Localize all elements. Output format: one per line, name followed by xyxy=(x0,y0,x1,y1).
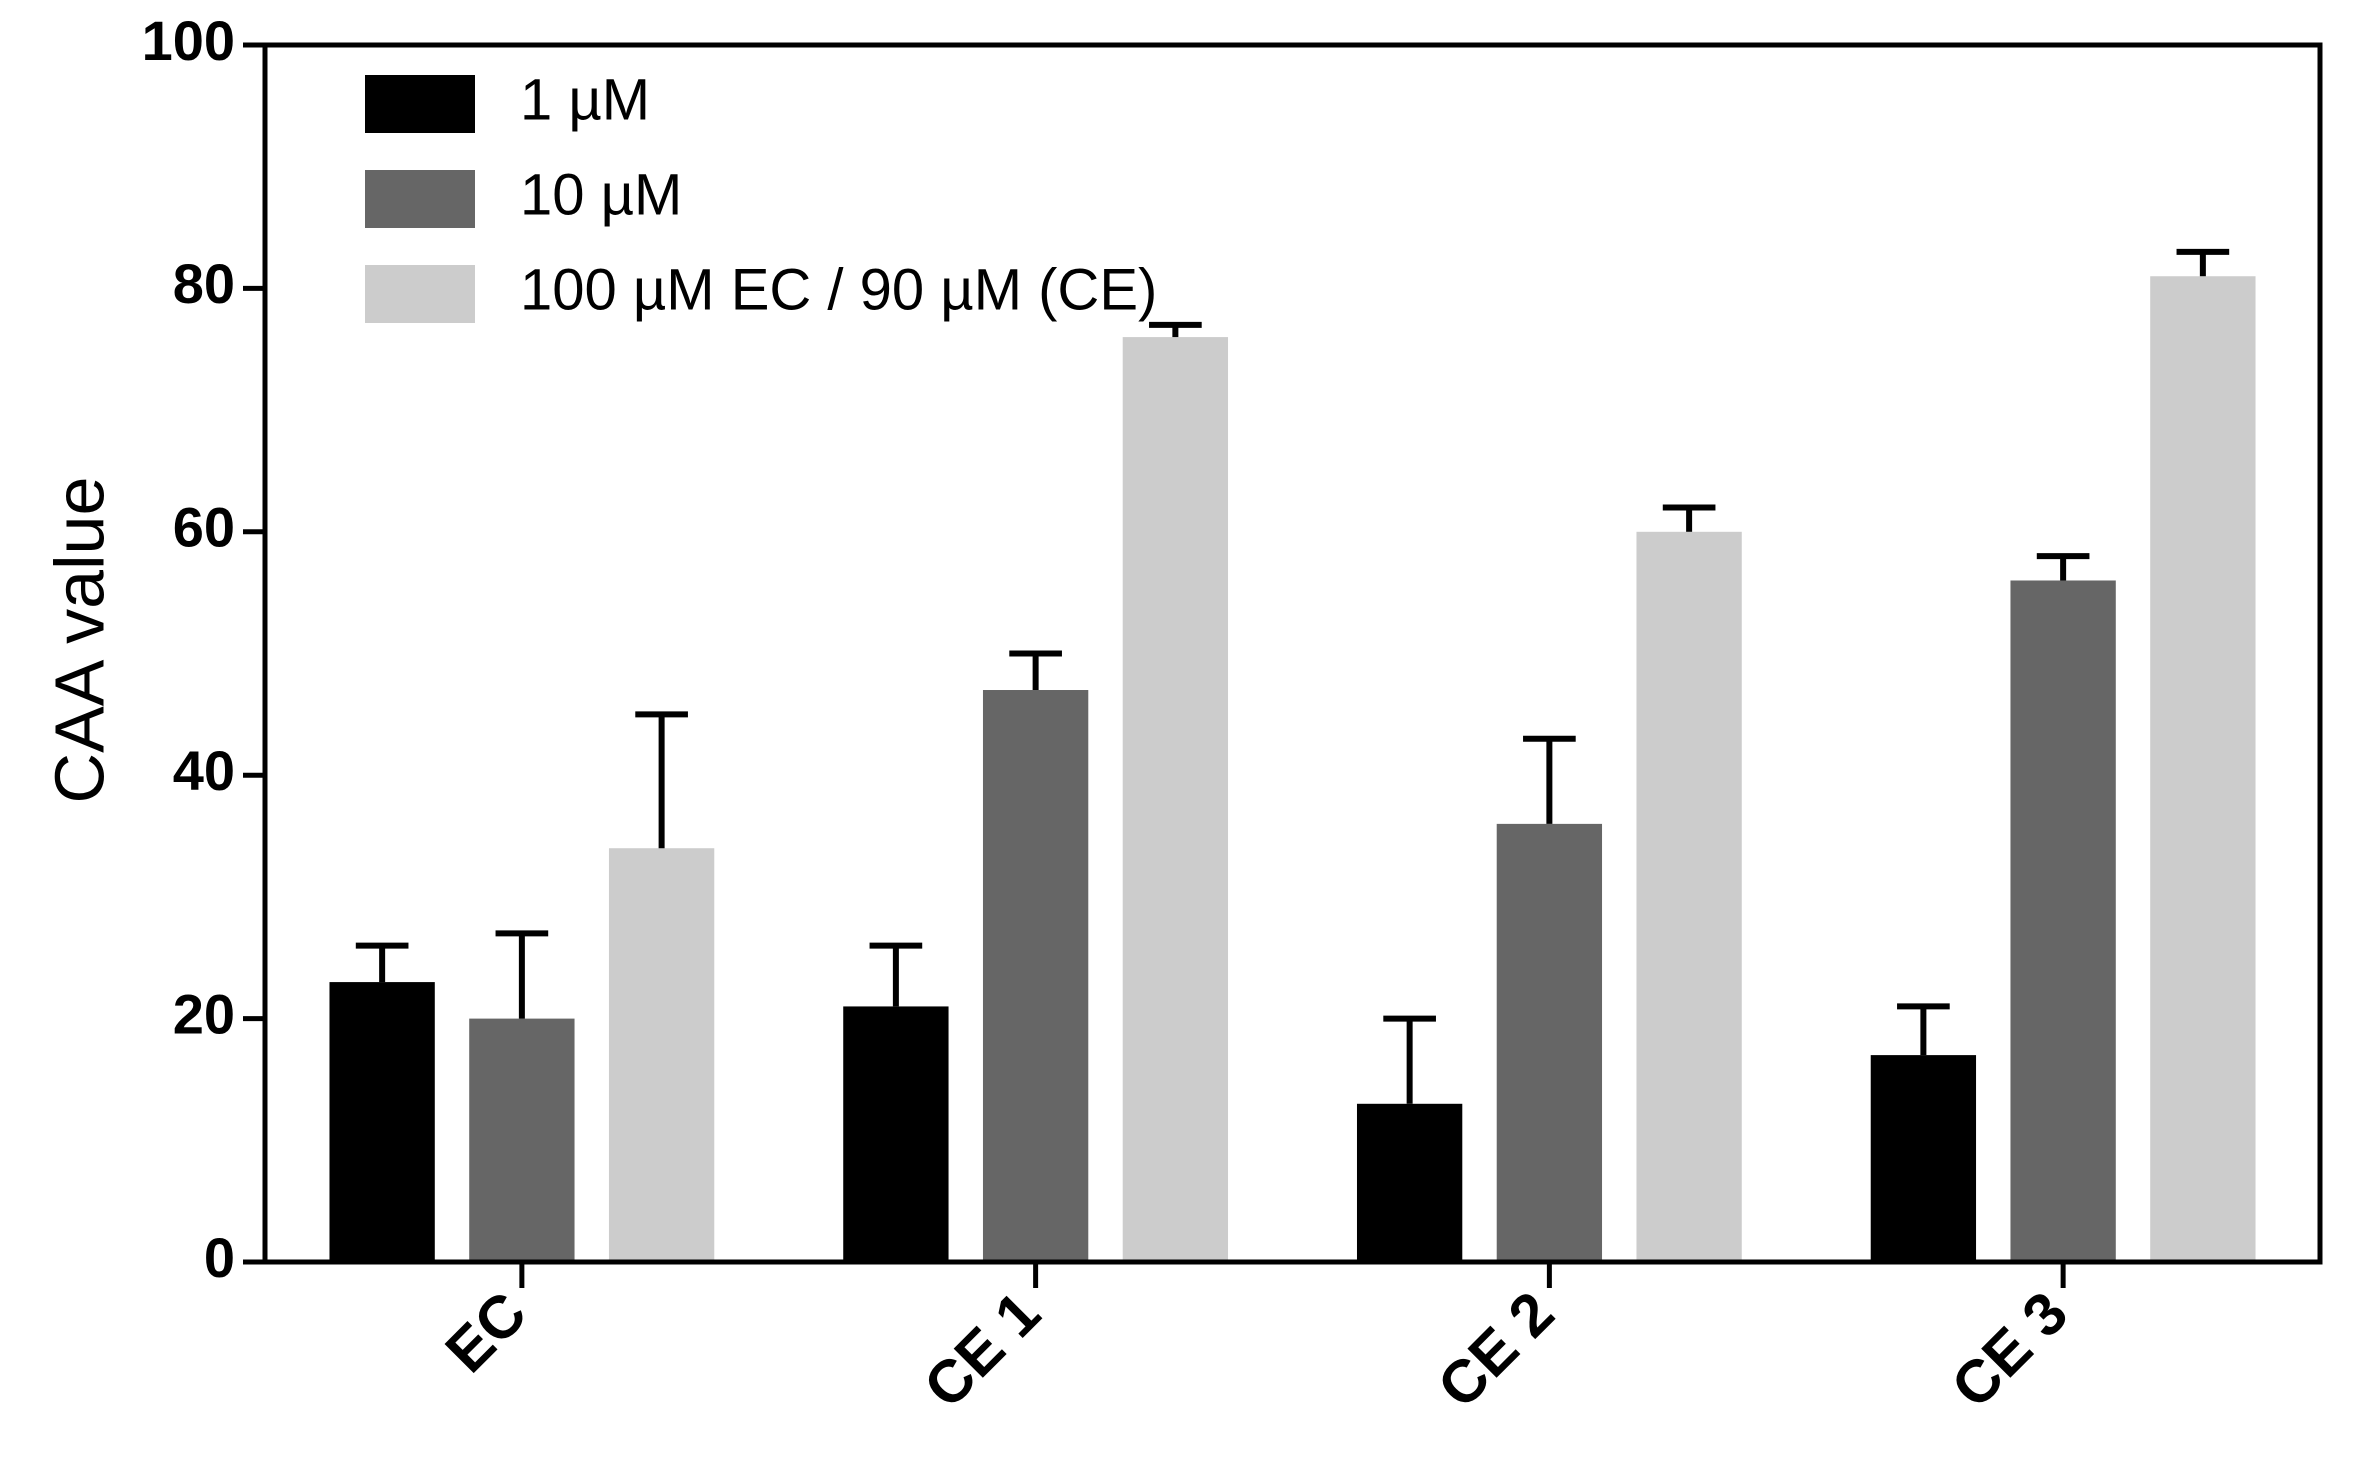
x-tick-label-ce2: CE 2 xyxy=(1425,1279,1567,1421)
legend-label-3: 100 µM EC / 90 µM (CE) xyxy=(520,257,1157,322)
bar-ce1-series-1 xyxy=(843,1006,949,1262)
legend-swatch-1 xyxy=(365,75,475,133)
legend-swatch-2 xyxy=(365,170,475,228)
bar-ce2-series-3 xyxy=(1636,531,1742,1262)
y-tick-label-20: 20 xyxy=(173,982,235,1045)
bar-ce2-series-1 xyxy=(1356,1103,1463,1262)
y-tick-label-80: 80 xyxy=(173,252,235,315)
x-tick-label-ce1: CE 1 xyxy=(911,1279,1053,1421)
plot-frame xyxy=(262,42,2323,1265)
bar-ce3-series-1 xyxy=(1870,1055,1977,1262)
bar-ec-series-3 xyxy=(608,848,715,1262)
y-tick-label-100: 100 xyxy=(142,9,235,72)
y-axis-title: CAA value xyxy=(40,477,118,804)
y-tick-label-60: 60 xyxy=(173,496,235,559)
axes-layer: EC CE 1 CE 2 CE 3 0 20 40 60 80 100 xyxy=(142,9,2323,1421)
bar-ec-series-1 xyxy=(329,982,435,1262)
y-tick-label-0: 0 xyxy=(204,1226,235,1289)
bar-ce1-series-3 xyxy=(1122,337,1229,1263)
legend: 1 µM 10 µM 100 µM EC / 90 µM (CE) xyxy=(365,67,1157,323)
bar-ec-series-2 xyxy=(469,1018,575,1262)
error-bars-layer xyxy=(355,248,2230,1104)
legend-swatch-3 xyxy=(365,265,475,323)
x-tick-label-ec: EC xyxy=(433,1279,539,1385)
y-tick-label-40: 40 xyxy=(173,739,235,802)
bars-layer xyxy=(329,276,2256,1263)
legend-label-2: 10 µM xyxy=(520,162,682,227)
bar-ce1-series-2 xyxy=(982,690,1089,1262)
legend-label-1: 1 µM xyxy=(520,67,650,132)
bar-ce3-series-2 xyxy=(2010,580,2116,1262)
x-tick-label-ce3: CE 3 xyxy=(1939,1279,2081,1421)
bar-ce3-series-3 xyxy=(2150,276,2256,1263)
bar-ce2-series-2 xyxy=(1496,823,1603,1262)
